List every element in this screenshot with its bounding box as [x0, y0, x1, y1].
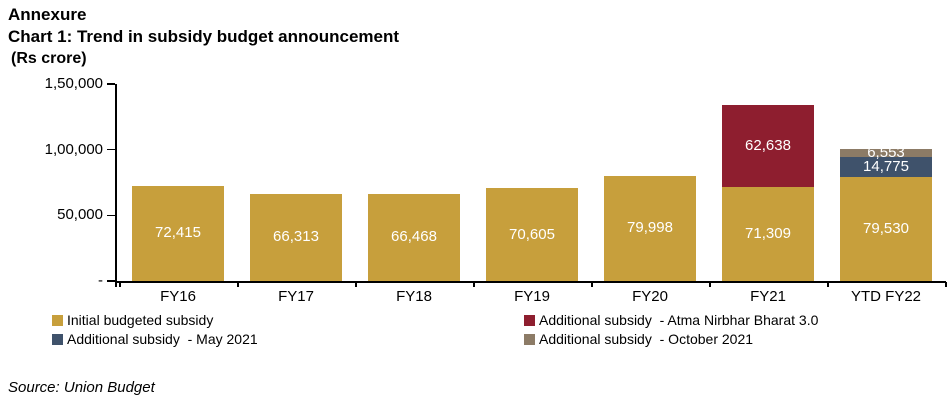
y-axis-tick: [107, 214, 115, 217]
bar-value-label: 70,605: [509, 225, 555, 243]
bar-value-label: 14,775: [863, 157, 909, 175]
bar-segment: 70,605: [486, 188, 578, 281]
x-axis-tick: [119, 282, 121, 287]
bar-value-label: 72,415: [155, 224, 201, 242]
x-axis-category-label: FY20: [632, 288, 668, 305]
x-axis-category-label: FY18: [396, 288, 432, 305]
x-axis-category-label: FY16: [160, 288, 196, 305]
legend-swatch: [52, 315, 63, 326]
y-axis-tick: [107, 280, 115, 282]
chart-legend: Initial budgeted subsidy Additional subsi…: [52, 313, 818, 347]
legend-swatch: [52, 334, 63, 345]
legend-label: Initial budgeted subsidy: [67, 312, 214, 328]
x-axis-tick: [827, 282, 829, 287]
y-axis-line: [115, 84, 117, 287]
x-axis-category-label: YTD FY22: [850, 288, 922, 305]
x-axis-line: [115, 281, 946, 283]
bar-segment: 72,415: [132, 185, 224, 281]
legend-item: Additional subsidy - October 2021: [524, 332, 818, 347]
annexure-heading: Annexure: [8, 5, 87, 24]
y-axis-tick-label: 1,50,000: [44, 75, 103, 92]
x-axis-tick: [591, 282, 593, 287]
x-axis-category-label: FY21: [750, 288, 786, 305]
bar-segment: 79,530: [840, 176, 932, 281]
bar-segment: 62,638: [722, 105, 814, 188]
bar-segment: 14,775: [840, 157, 932, 177]
y-axis-tick: [107, 148, 115, 151]
x-axis-tick: [709, 282, 711, 287]
bar-value-label: 66,468: [391, 228, 437, 246]
legend-label: Additional subsidy - October 2021: [539, 331, 754, 347]
x-axis-tick: [237, 282, 239, 287]
bar-value-label: 66,313: [273, 228, 319, 246]
bar-segment: 66,313: [250, 193, 342, 281]
bar-value-label: 71,309: [745, 225, 791, 243]
x-axis-tick: [945, 282, 947, 287]
bar-value-label: 79,998: [627, 219, 673, 237]
x-axis-tick: [473, 282, 475, 287]
chart-title: Chart 1: Trend in subsidy budget announc…: [8, 27, 400, 46]
bar-value-label: 62,638: [745, 137, 791, 155]
bar-segment: 66,468: [368, 193, 460, 281]
axis-unit-label: (Rs crore): [11, 50, 87, 67]
bar-value-label: 79,530: [863, 219, 909, 237]
source-note: Source: Union Budget: [8, 379, 155, 396]
legend-swatch: [524, 334, 535, 345]
legend-label: Additional subsidy - Atma Nirbhar Bharat…: [539, 312, 819, 328]
x-axis-tick: [355, 282, 357, 287]
y-axis-tick-label: 1,00,000: [44, 140, 103, 158]
bar-segment: 6,553: [840, 144, 932, 160]
y-axis-tick-label: 50,000: [57, 206, 103, 224]
legend-item: Initial budgeted subsidy: [52, 313, 524, 328]
y-axis-tick: [107, 83, 115, 85]
x-axis-category-label: FY19: [514, 288, 550, 305]
bar-value-label: 6,553: [867, 143, 905, 161]
legend-swatch: [524, 315, 535, 326]
y-axis-tick-label: -: [98, 272, 103, 289]
bar-segment: 79,998: [604, 175, 696, 281]
legend-item: Additional subsidy - May 2021: [52, 332, 524, 347]
bar-segment: 71,309: [722, 187, 814, 281]
x-axis-category-label: FY17: [278, 288, 314, 305]
legend-item: Additional subsidy - Atma Nirbhar Bharat…: [524, 313, 818, 328]
legend-label: Additional subsidy - May 2021: [67, 331, 258, 347]
